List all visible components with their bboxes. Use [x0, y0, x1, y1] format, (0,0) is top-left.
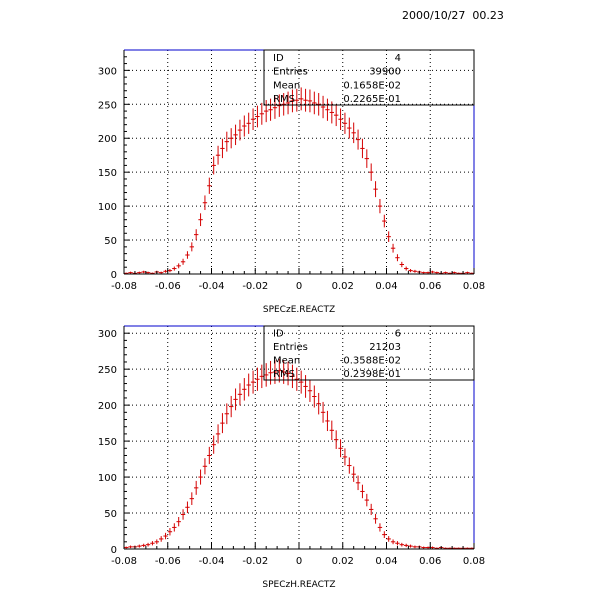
y-tick-label: 200: [98, 134, 117, 145]
datetime-stamp: 2000/10/27 00.23: [402, 9, 504, 22]
x-tick-label: 0.02: [332, 556, 354, 567]
y-tick-label: 150: [98, 168, 117, 179]
y-tick-label: 50: [104, 509, 117, 520]
stats-value-entries: 39900: [369, 67, 401, 78]
x-tick-label: -0.08: [111, 281, 137, 292]
x-tick-label: 0: [296, 556, 302, 567]
histogram-panel-6: -0.08 -0.06 -0.04 -0.02 0 0.02 0.04 0.06 0.08 0 50…: [98, 325, 485, 590]
x-tick-label: -0.02: [242, 556, 268, 567]
x-tick-label: 0.04: [375, 281, 397, 292]
x-tick-label: -0.06: [155, 281, 181, 292]
y-tick-label: 0: [111, 270, 117, 281]
x-tick-label: 0.08: [463, 281, 485, 292]
stats-value-id: 6: [395, 329, 401, 340]
stats-box: [263, 49, 475, 106]
x-axis-label: SPECzH.REACTZ: [262, 580, 335, 590]
stats-value-rms: 0.2265E-01: [343, 94, 401, 105]
stats-value-mean: -0.3588E-02: [340, 356, 401, 367]
x-tick-label: 0.04: [375, 556, 397, 567]
x-tick-label: -0.02: [242, 281, 268, 292]
stats-value-id: 4: [395, 53, 401, 64]
y-tick-label: 250: [98, 365, 117, 376]
y-tick-label: 300: [98, 329, 117, 340]
stats-box: [263, 325, 475, 381]
stats-label-entries: Entries: [273, 342, 308, 353]
stats-label-id: ID: [273, 53, 284, 64]
x-tick-label: 0.02: [332, 281, 354, 292]
y-tick-label: 250: [98, 100, 117, 111]
stats-label-entries: Entries: [273, 67, 308, 78]
x-tick-label: 0.06: [419, 281, 441, 292]
y-tick-label: 150: [98, 437, 117, 448]
stats-value-mean: 0.1658E-02: [343, 80, 401, 91]
x-tick-label: 0: [296, 281, 302, 292]
x-tick-label: -0.04: [199, 556, 225, 567]
x-tick-label: -0.08: [111, 556, 137, 567]
stats-label-id: ID: [273, 329, 284, 340]
histogram-panel-4: -0.08 -0.06 -0.04 -0.02 0 0.02 0.04 0.06 0.08 0 50…: [98, 49, 485, 315]
x-tick-label: -0.04: [199, 281, 225, 292]
x-tick-label: -0.06: [155, 556, 181, 567]
x-tick-label: 0.06: [419, 556, 441, 567]
x-tick-label: 0.08: [463, 556, 485, 567]
y-tick-label: 100: [98, 202, 117, 213]
y-tick-label: 200: [98, 401, 117, 412]
x-axis-label: SPECzE.REACTZ: [263, 305, 335, 315]
y-tick-label: 100: [98, 473, 117, 484]
stats-label-mean: Mean: [273, 356, 300, 367]
stats-value-entries: 21203: [369, 342, 401, 353]
y-tick-label: 300: [98, 66, 117, 77]
stats-label-rms: RMS: [273, 369, 295, 380]
y-tick-label: 0: [111, 545, 117, 556]
stats-value-rms: 0.2398E-01: [343, 369, 401, 380]
stats-label-mean: Mean: [273, 80, 300, 91]
y-tick-label: 50: [104, 236, 117, 247]
stats-label-rms: RMS: [273, 94, 295, 105]
